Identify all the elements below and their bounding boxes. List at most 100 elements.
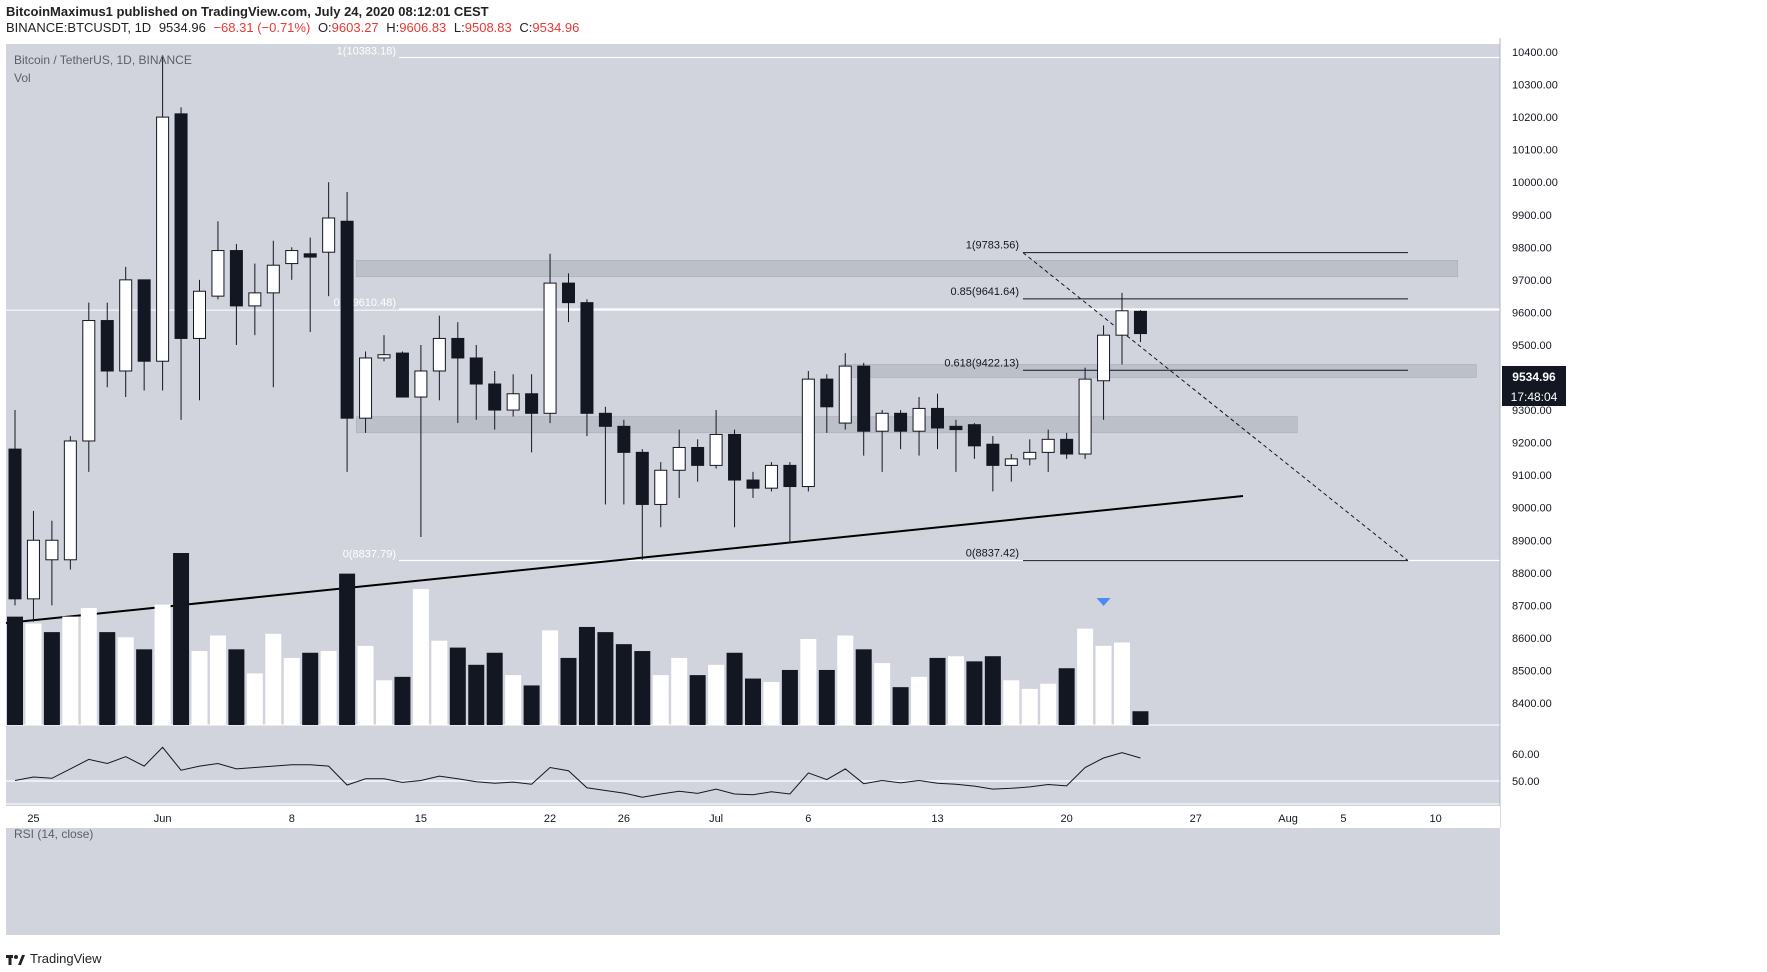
volume-bar: [560, 657, 577, 725]
volume-bar: [1132, 711, 1149, 725]
price-tick-label: 10300.00: [1512, 80, 1558, 92]
time-axis[interactable]: 25 Jun 8 15 22 26 Jul 6 13 20 27 Aug 5 10: [6, 806, 1500, 828]
footer: TradingView: [6, 951, 102, 966]
price-tick-label: 10000.00: [1512, 177, 1558, 189]
volume-bar: [357, 645, 374, 725]
high-label: H:: [386, 20, 400, 35]
price-axis[interactable]: 10400.00 10300.00 10200.00 10100.00 10000.00…: [1499, 38, 1567, 828]
open-label: O:: [317, 20, 332, 35]
volume-bar: [966, 661, 983, 725]
time-tick-label: 5: [1340, 813, 1346, 825]
volume-bar: [671, 657, 688, 725]
high-value: 9606.83: [399, 20, 447, 35]
candle-body: [1004, 458, 1018, 466]
time-tick-label: 15: [415, 813, 427, 825]
volume-bar: [154, 604, 171, 725]
price-tick-label: 9200.00: [1512, 438, 1552, 450]
volume-bar: [578, 626, 595, 725]
fib-left-label: 0(8837.79): [343, 548, 396, 560]
volume-bar: [818, 669, 835, 725]
volume-bar: [763, 682, 780, 725]
time-tick-label: 26: [618, 813, 630, 825]
ohlc-line: BINANCE:BTCUSDT, 1D 9534.96 −68.31 (−0.7…: [6, 20, 583, 36]
price-tick-label: 8500.00: [1512, 665, 1552, 677]
volume-bar: [486, 652, 503, 725]
open-value: 9603.27: [331, 20, 379, 35]
candle-body: [156, 116, 170, 362]
volume-bar: [1058, 668, 1075, 725]
price-tick-label: 8900.00: [1512, 535, 1552, 547]
candle-body: [543, 282, 557, 414]
time-tick-label: 22: [544, 813, 556, 825]
symbol-label: BINANCE:BTCUSDT, 1D: [6, 20, 152, 35]
candle-body: [45, 539, 59, 561]
time-tick-label: Aug: [1278, 813, 1298, 825]
fib-left-label: 1(10383.18): [337, 45, 396, 57]
volume-bar: [265, 633, 282, 725]
volume-bar: [726, 652, 743, 725]
price-tick-label: 9100.00: [1512, 470, 1552, 482]
price-tick-label: 8700.00: [1512, 600, 1552, 612]
candle-body: [1023, 451, 1037, 460]
volume-bar: [283, 657, 300, 725]
price-tick-label: 10100.00: [1512, 145, 1558, 157]
volume-bar: [136, 649, 153, 725]
volume-bar: [947, 656, 964, 725]
volume-bar: [376, 680, 392, 725]
time-axis-background: [6, 806, 1500, 828]
volume-bar: [246, 673, 263, 725]
ascending-trendline: [5, 495, 1244, 624]
candle-body: [414, 370, 428, 398]
candle-body: [322, 217, 336, 253]
candle-body: [285, 250, 299, 265]
price-change: −68.31 (−0.71%): [213, 20, 311, 35]
candle-body: [746, 479, 760, 489]
candle-body: [395, 352, 409, 398]
resistance-zones: [356, 260, 1477, 434]
candle-body: [838, 365, 852, 424]
bar-countdown: 17:48:04: [1511, 390, 1558, 404]
candle-body: [303, 253, 317, 258]
candle-body: [617, 425, 631, 453]
candle-body: [174, 113, 188, 339]
zone-0: [356, 260, 1459, 277]
candle-body: [857, 365, 871, 432]
low-label: L:: [453, 20, 465, 35]
candle-body: [672, 446, 686, 471]
candle-body: [340, 220, 354, 419]
chart-header: BitcoinMaximus1 published on TradingView…: [6, 4, 583, 36]
rsi-tick-label: 60.00: [1512, 749, 1540, 761]
candle-body: [691, 446, 705, 466]
volume-bar: [117, 637, 134, 725]
volume-bar: [1077, 628, 1094, 725]
volume-bar: [615, 644, 632, 725]
price-tick-label: 8800.00: [1512, 568, 1552, 580]
price-tick-label: 9300.00: [1512, 405, 1552, 417]
volume-bar: [468, 664, 485, 725]
candle-body: [377, 354, 391, 359]
candle-body: [875, 412, 889, 432]
candle-body: [359, 357, 373, 419]
footer-brand: TradingView: [30, 951, 102, 966]
volume-bar: [781, 669, 798, 725]
price-tick-label: 9800.00: [1512, 242, 1552, 254]
volume-bar: [431, 640, 448, 725]
volume-bar: [1040, 683, 1057, 725]
price-tick-label: 9700.00: [1512, 275, 1552, 287]
time-tick-label: 13: [931, 813, 943, 825]
price-tick-label: 10200.00: [1512, 112, 1558, 124]
candle-body: [783, 464, 797, 488]
volume-bar: [597, 632, 614, 725]
volume-bar: [173, 553, 190, 725]
volume-bar: [191, 651, 208, 725]
descending-dashed-line: [1022, 252, 1409, 562]
candle-body: [912, 407, 926, 432]
candle-body: [266, 264, 280, 294]
volume-bar: [984, 656, 1001, 725]
rsi-line: [14, 746, 1141, 798]
volume-bar: [412, 589, 429, 725]
volume-bar: [1021, 688, 1038, 725]
signal-arrow-icon: [1096, 598, 1111, 606]
candle-body: [100, 320, 114, 372]
